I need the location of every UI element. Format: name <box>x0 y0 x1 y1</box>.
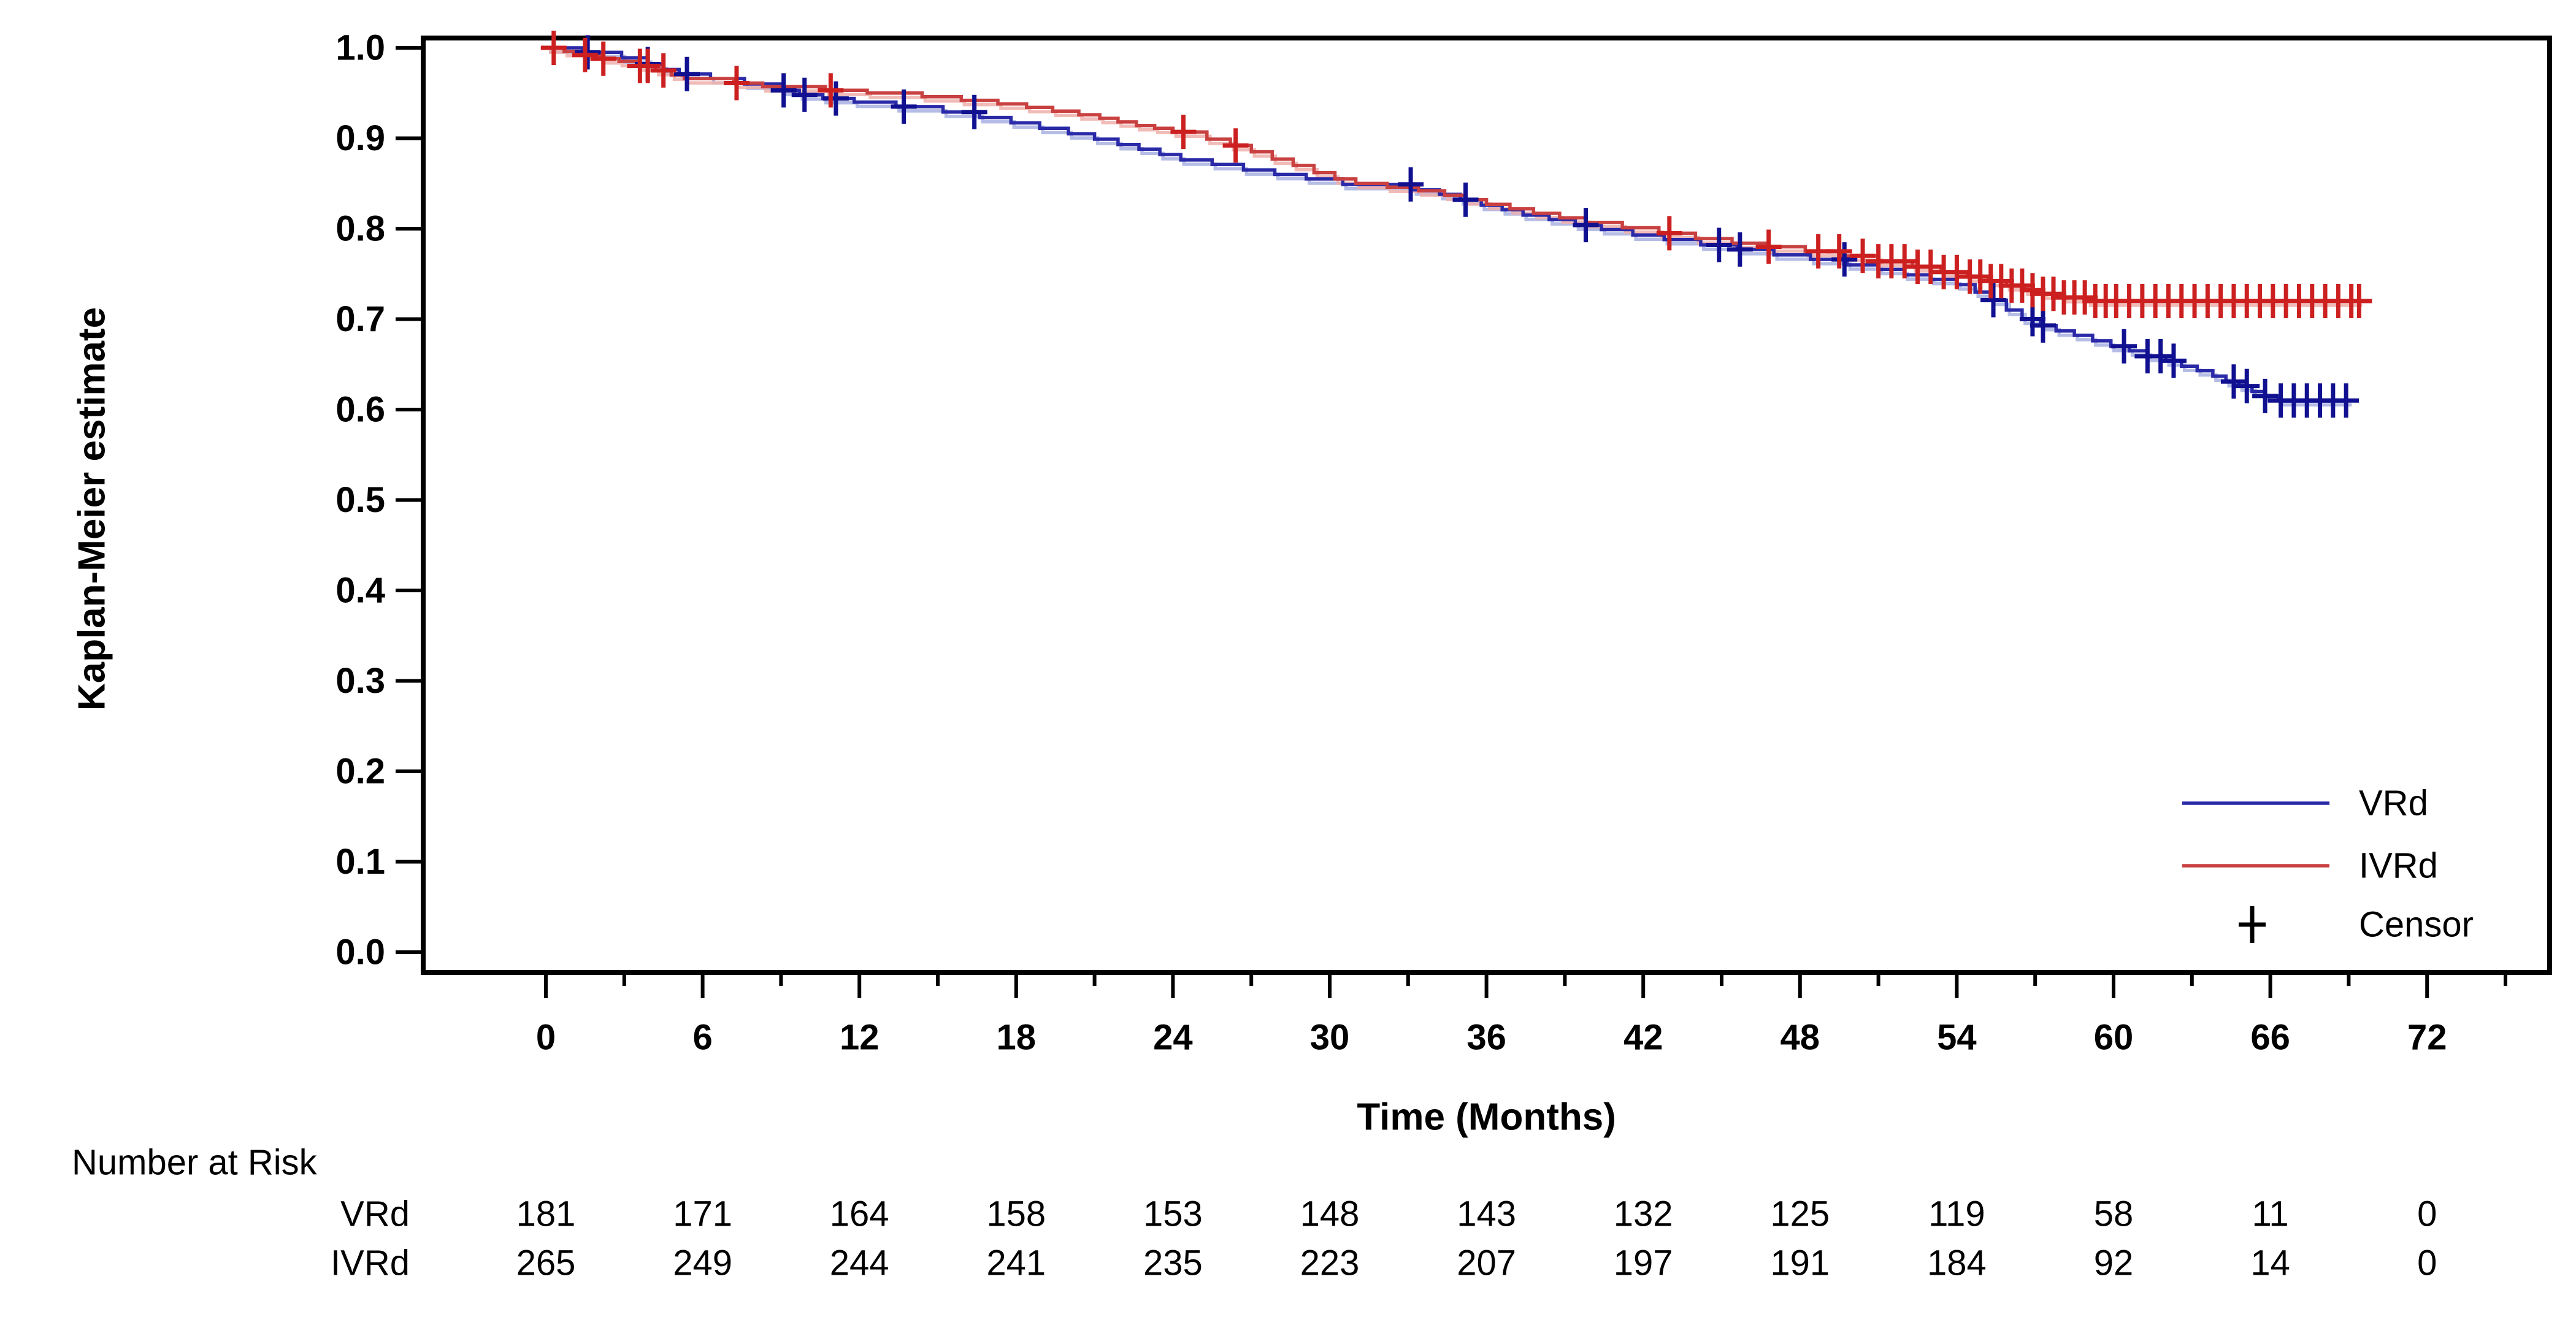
x-tick-label: 48 <box>1781 1018 1820 1058</box>
risk-value: 0 <box>2417 1194 2437 1234</box>
risk-value: 223 <box>1300 1243 1360 1283</box>
x-tick-label: 60 <box>2094 1018 2134 1058</box>
risk-value: 125 <box>1770 1194 1830 1234</box>
risk-value: 119 <box>1928 1194 1985 1234</box>
y-axis-title: Kaplan-Meier estimate <box>71 307 113 711</box>
km-curve-ivrd <box>546 46 2359 303</box>
risk-value: 11 <box>2252 1194 2288 1234</box>
x-tick-label: 30 <box>1310 1018 1350 1058</box>
x-tick-label: 18 <box>997 1018 1037 1058</box>
x-tick-label: 72 <box>2407 1018 2447 1058</box>
x-axis-title: Time (Months) <box>1357 1096 1616 1139</box>
risk-value: 14 <box>2250 1243 2290 1283</box>
risk-row-label-vrd: VRd <box>340 1194 410 1234</box>
y-tick-label: 0.2 <box>335 752 385 792</box>
y-tick-label: 0.1 <box>335 842 385 882</box>
y-tick-label: 0.4 <box>335 571 385 611</box>
y-tick-label: 0.6 <box>335 390 385 430</box>
risk-row-label-ivrd: IVRd <box>331 1243 410 1283</box>
x-tick-label: 12 <box>840 1018 880 1058</box>
risk-table-title: Number at Risk <box>72 1143 318 1183</box>
km-curve-vrd-halo <box>549 50 2352 407</box>
y-tick-label: 0.5 <box>335 480 385 520</box>
risk-value: 265 <box>516 1243 576 1283</box>
x-tick-label: 54 <box>1937 1018 1977 1058</box>
y-tick-label: 1.0 <box>335 28 385 68</box>
legend-label-vrd: VRd <box>2359 784 2428 823</box>
y-tick-label: 0.7 <box>335 299 385 339</box>
y-tick-label: 0.3 <box>335 661 385 701</box>
risk-value: 92 <box>2094 1243 2134 1283</box>
plot-border <box>421 36 2552 975</box>
risk-value: 197 <box>1614 1243 1673 1283</box>
risk-value: 58 <box>2094 1194 2134 1234</box>
risk-value: 184 <box>1927 1243 1987 1283</box>
risk-value: 191 <box>1770 1243 1830 1283</box>
risk-value: 244 <box>830 1243 889 1283</box>
risk-value: 235 <box>1143 1243 1203 1283</box>
risk-value: 132 <box>1614 1194 1673 1234</box>
risk-value: 153 <box>1143 1194 1203 1234</box>
risk-value: 241 <box>986 1243 1046 1283</box>
x-tick-label: 36 <box>1466 1018 1506 1058</box>
risk-value: 0 <box>2417 1243 2437 1283</box>
risk-value: 171 <box>673 1194 732 1234</box>
x-tick-label: 42 <box>1623 1018 1663 1058</box>
risk-value: 207 <box>1457 1243 1516 1283</box>
y-tick-label: 0.8 <box>335 209 385 249</box>
risk-value: 158 <box>986 1194 1046 1234</box>
legend-label-ivrd: IVRd <box>2359 846 2438 886</box>
x-tick-label: 6 <box>692 1018 712 1058</box>
y-tick-label: 0.9 <box>335 118 385 158</box>
x-tick-label: 24 <box>1153 1018 1193 1058</box>
risk-value: 164 <box>830 1194 889 1234</box>
x-tick-label: 66 <box>2250 1018 2290 1058</box>
risk-value: 181 <box>516 1194 576 1234</box>
y-tick-label: 0.0 <box>335 933 385 972</box>
risk-value: 148 <box>1300 1194 1360 1234</box>
legend-label-censor: Censor <box>2359 905 2474 945</box>
x-tick-label: 0 <box>536 1018 556 1058</box>
risk-value: 249 <box>673 1243 732 1283</box>
risk-value: 143 <box>1457 1194 1516 1234</box>
